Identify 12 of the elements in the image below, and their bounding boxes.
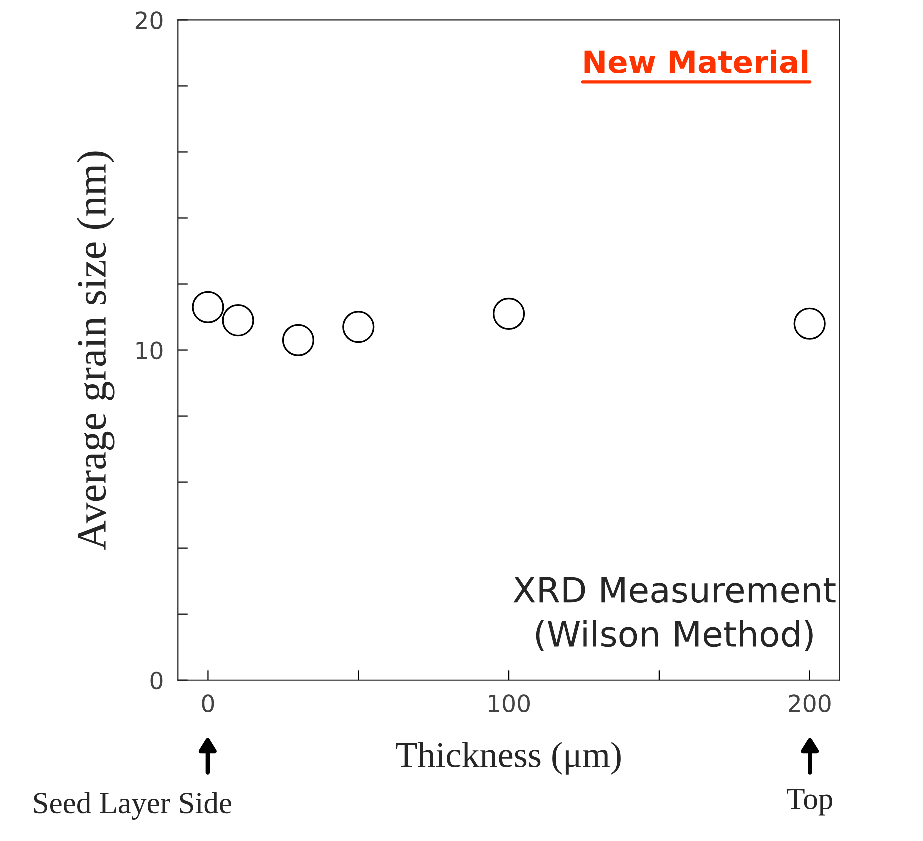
y-tick-label: 20 xyxy=(136,12,163,30)
annotation: New Material xyxy=(584,50,808,74)
text: Top xyxy=(787,789,832,816)
text: Seed Layer Side xyxy=(34,792,232,820)
x-tick-label: 100 xyxy=(489,694,530,713)
x-tick-label: 200 xyxy=(789,694,831,713)
y-tick-label: 0 xyxy=(150,672,163,690)
y-axis-title: Average grain size (nm) xyxy=(76,152,115,550)
annotation: XRD Measurement (Wilson Method) xyxy=(514,577,836,652)
y-tick-label: 10 xyxy=(136,342,163,360)
x-axis-title: Thickness (μm) xyxy=(396,742,621,775)
x-tick-label: 0 xyxy=(202,694,214,713)
